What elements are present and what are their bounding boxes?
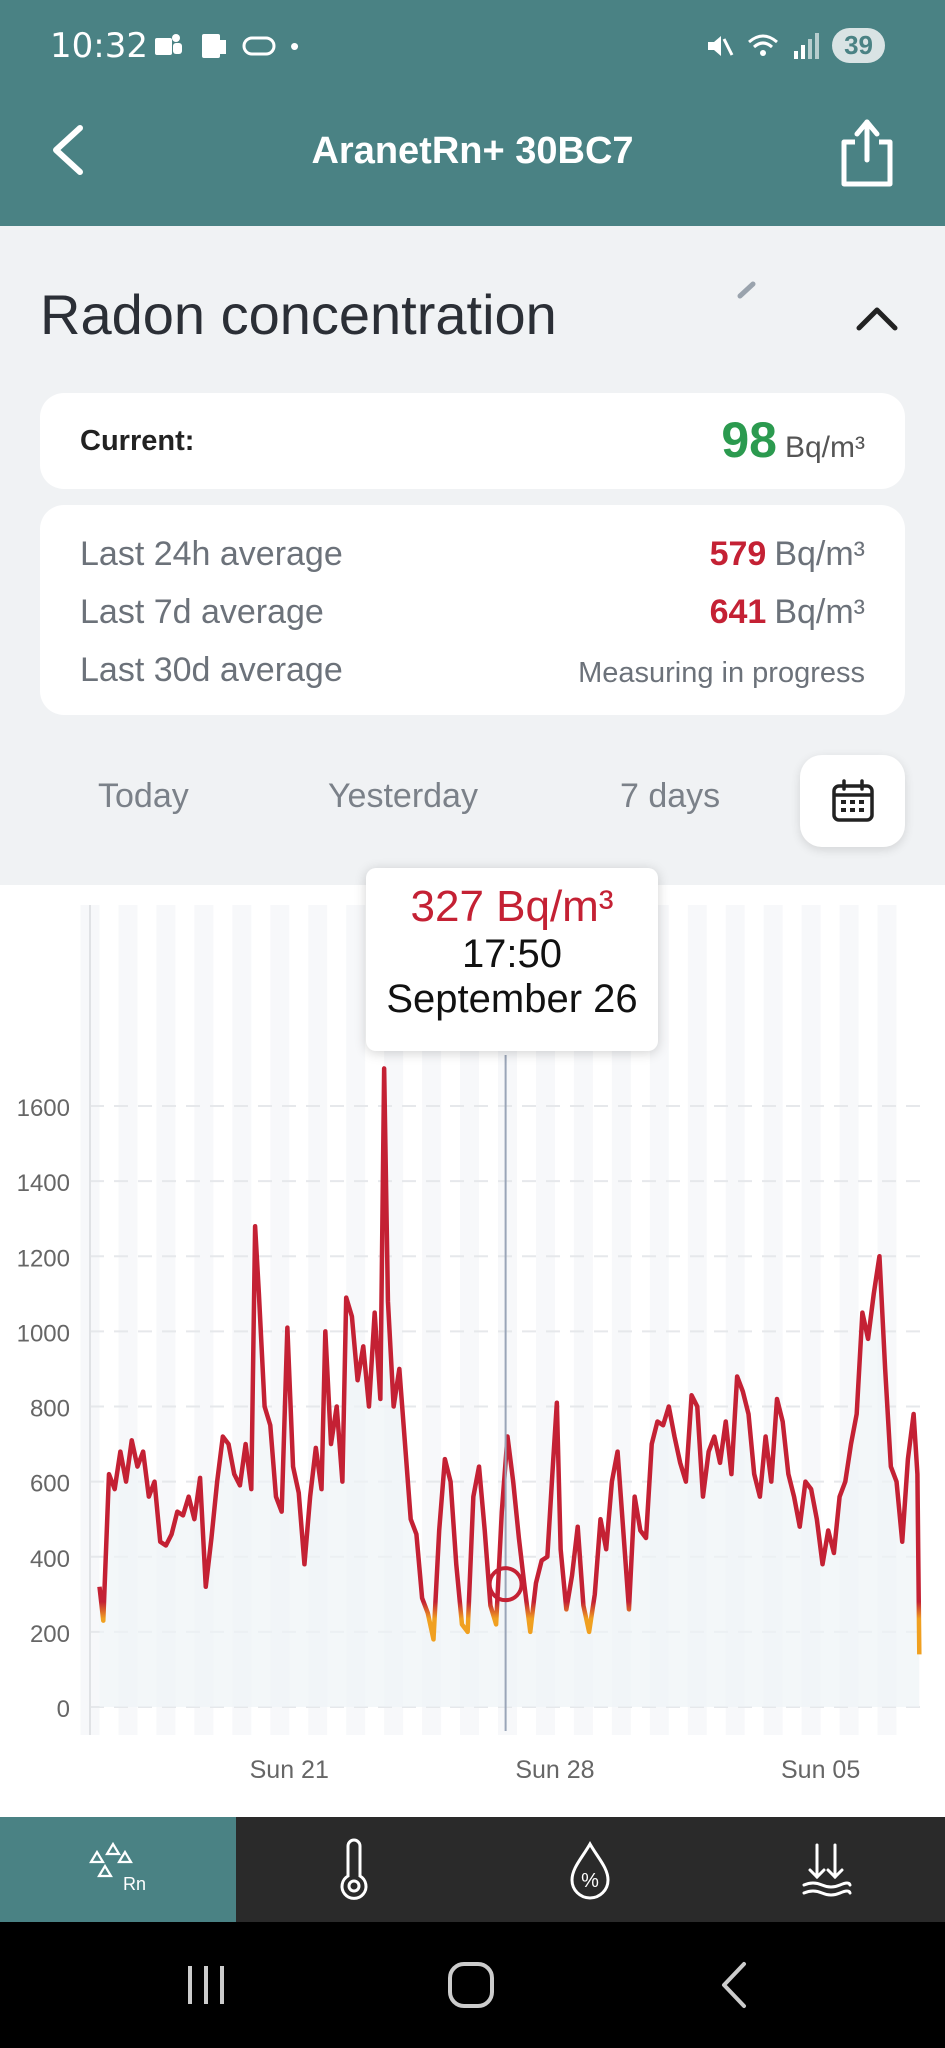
avg-number: 579 <box>709 535 767 573</box>
y-tick-label: 1000 <box>17 1320 70 1347</box>
range-tabs: Today Yesterday 7 days <box>40 755 905 847</box>
avg-unit: Bq/m³ <box>774 535 865 573</box>
chevron-up-icon[interactable] <box>853 300 901 334</box>
tooltip-date: September 26 <box>386 977 638 1021</box>
mute-icon <box>708 35 734 56</box>
teams-icon <box>155 34 182 55</box>
current-value: 98 Bq/m³ <box>721 411 865 469</box>
calendar-button[interactable] <box>800 755 905 847</box>
tab-7-days[interactable]: 7 days <box>620 777 721 815</box>
current-label: Current: <box>80 425 195 457</box>
clipboard-icon <box>202 34 226 58</box>
tab-yesterday[interactable]: Yesterday <box>328 777 478 815</box>
back-arrow-icon[interactable] <box>46 120 96 180</box>
series-area <box>99 1068 920 1707</box>
nav-humidity[interactable]: % <box>472 1817 708 1922</box>
calendar-icon <box>831 779 874 822</box>
day-band <box>422 905 442 1735</box>
nav-temperature[interactable] <box>236 1817 472 1922</box>
current-unit: Bq/m³ <box>784 431 865 464</box>
nav-pressure[interactable] <box>708 1817 944 1922</box>
system-nav <box>0 1922 945 2048</box>
home-icon[interactable] <box>442 1960 502 2010</box>
radon-chart[interactable]: 0 200 400 600 800 1000 1200 1400 1600 Sun 21 Sun 2… <box>0 885 945 1817</box>
averages-card: Last 24h average 579 Bq/m³ Last 7d averag… <box>40 505 905 715</box>
section-title: Radon concentration <box>40 283 557 346</box>
page-title: AranetRn+ 30BC7 <box>311 130 634 172</box>
y-tick-label: 1200 <box>17 1245 70 1272</box>
radon-icon: Rn <box>89 1841 146 1894</box>
avg-value: 641 Bq/m³ <box>710 593 865 632</box>
selected-point <box>487 1566 524 1603</box>
bottom-nav: Rn % <box>0 1817 945 1922</box>
svg-text:%: % <box>581 1870 599 1892</box>
signal-icon <box>794 32 820 59</box>
battery-indicator: 39 <box>832 28 885 63</box>
y-tick-label: 400 <box>30 1546 70 1573</box>
back-icon[interactable] <box>706 1960 766 2010</box>
y-tick-label: 800 <box>30 1396 70 1423</box>
current-card: Current: 98 Bq/m³ <box>40 393 905 489</box>
avg-status: Measuring in progress <box>578 657 865 689</box>
y-tick-label: 0 <box>57 1696 70 1723</box>
share-icon[interactable] <box>839 118 895 188</box>
chart-tooltip: 327 Bq/m³ 17:50 September 26 <box>366 868 658 1051</box>
y-tick-label: 1400 <box>17 1170 70 1197</box>
nav-radon-label: Rn <box>123 1874 146 1894</box>
ist-icon <box>242 36 276 56</box>
recents-icon[interactable] <box>176 1960 236 2010</box>
series-line <box>97 1066 922 1655</box>
x-tick-label: Sun 28 <box>515 1756 594 1784</box>
tab-today[interactable]: Today <box>98 777 189 815</box>
chart-svg[interactable]: 0 200 400 600 800 1000 1200 1400 1600 Sun 21 Sun 2… <box>0 885 945 1817</box>
humidity-drop-icon: % <box>570 1840 610 1899</box>
avg-value: 579 Bq/m³ <box>710 535 865 574</box>
avg-unit: Bq/m³ <box>774 593 865 631</box>
dot-icon: • <box>290 30 300 61</box>
nav-radon[interactable]: Rn <box>0 1817 236 1922</box>
y-tick-label: 1600 <box>17 1095 70 1122</box>
y-tick-label: 200 <box>30 1621 70 1648</box>
tooltip-time: 17:50 <box>461 932 563 976</box>
current-number: 98 <box>721 412 777 468</box>
x-tick-label: Sun 05 <box>781 1756 860 1784</box>
x-tick-label: Sun 21 <box>250 1756 329 1784</box>
avg-number: 641 <box>709 593 767 631</box>
status-time: 10:32 <box>50 26 148 66</box>
avg-row-30d: Last 30d average Measuring in progress <box>80 651 865 701</box>
edit-mark-icon <box>737 281 756 299</box>
thermometer-icon <box>340 1838 368 1900</box>
avg-row-24h: Last 24h average 579 Bq/m³ <box>80 535 865 585</box>
app-bar: 10:32 • 39 AranetRn+ 30BC7 <box>0 0 945 226</box>
pressure-icon <box>802 1843 852 1896</box>
day-band <box>156 905 176 1735</box>
avg-label: Last 30d average <box>80 651 343 689</box>
tooltip-value: 327 Bq/m³ <box>410 882 614 931</box>
avg-row-7d: Last 7d average 641 Bq/m³ <box>80 593 865 643</box>
y-tick-label: 600 <box>30 1471 70 1498</box>
avg-label: Last 7d average <box>80 593 324 631</box>
avg-label: Last 24h average <box>80 535 343 573</box>
wifi-icon <box>748 34 779 56</box>
status-notification-icons: • <box>152 30 299 62</box>
status-system-icons: 39 <box>704 28 885 63</box>
